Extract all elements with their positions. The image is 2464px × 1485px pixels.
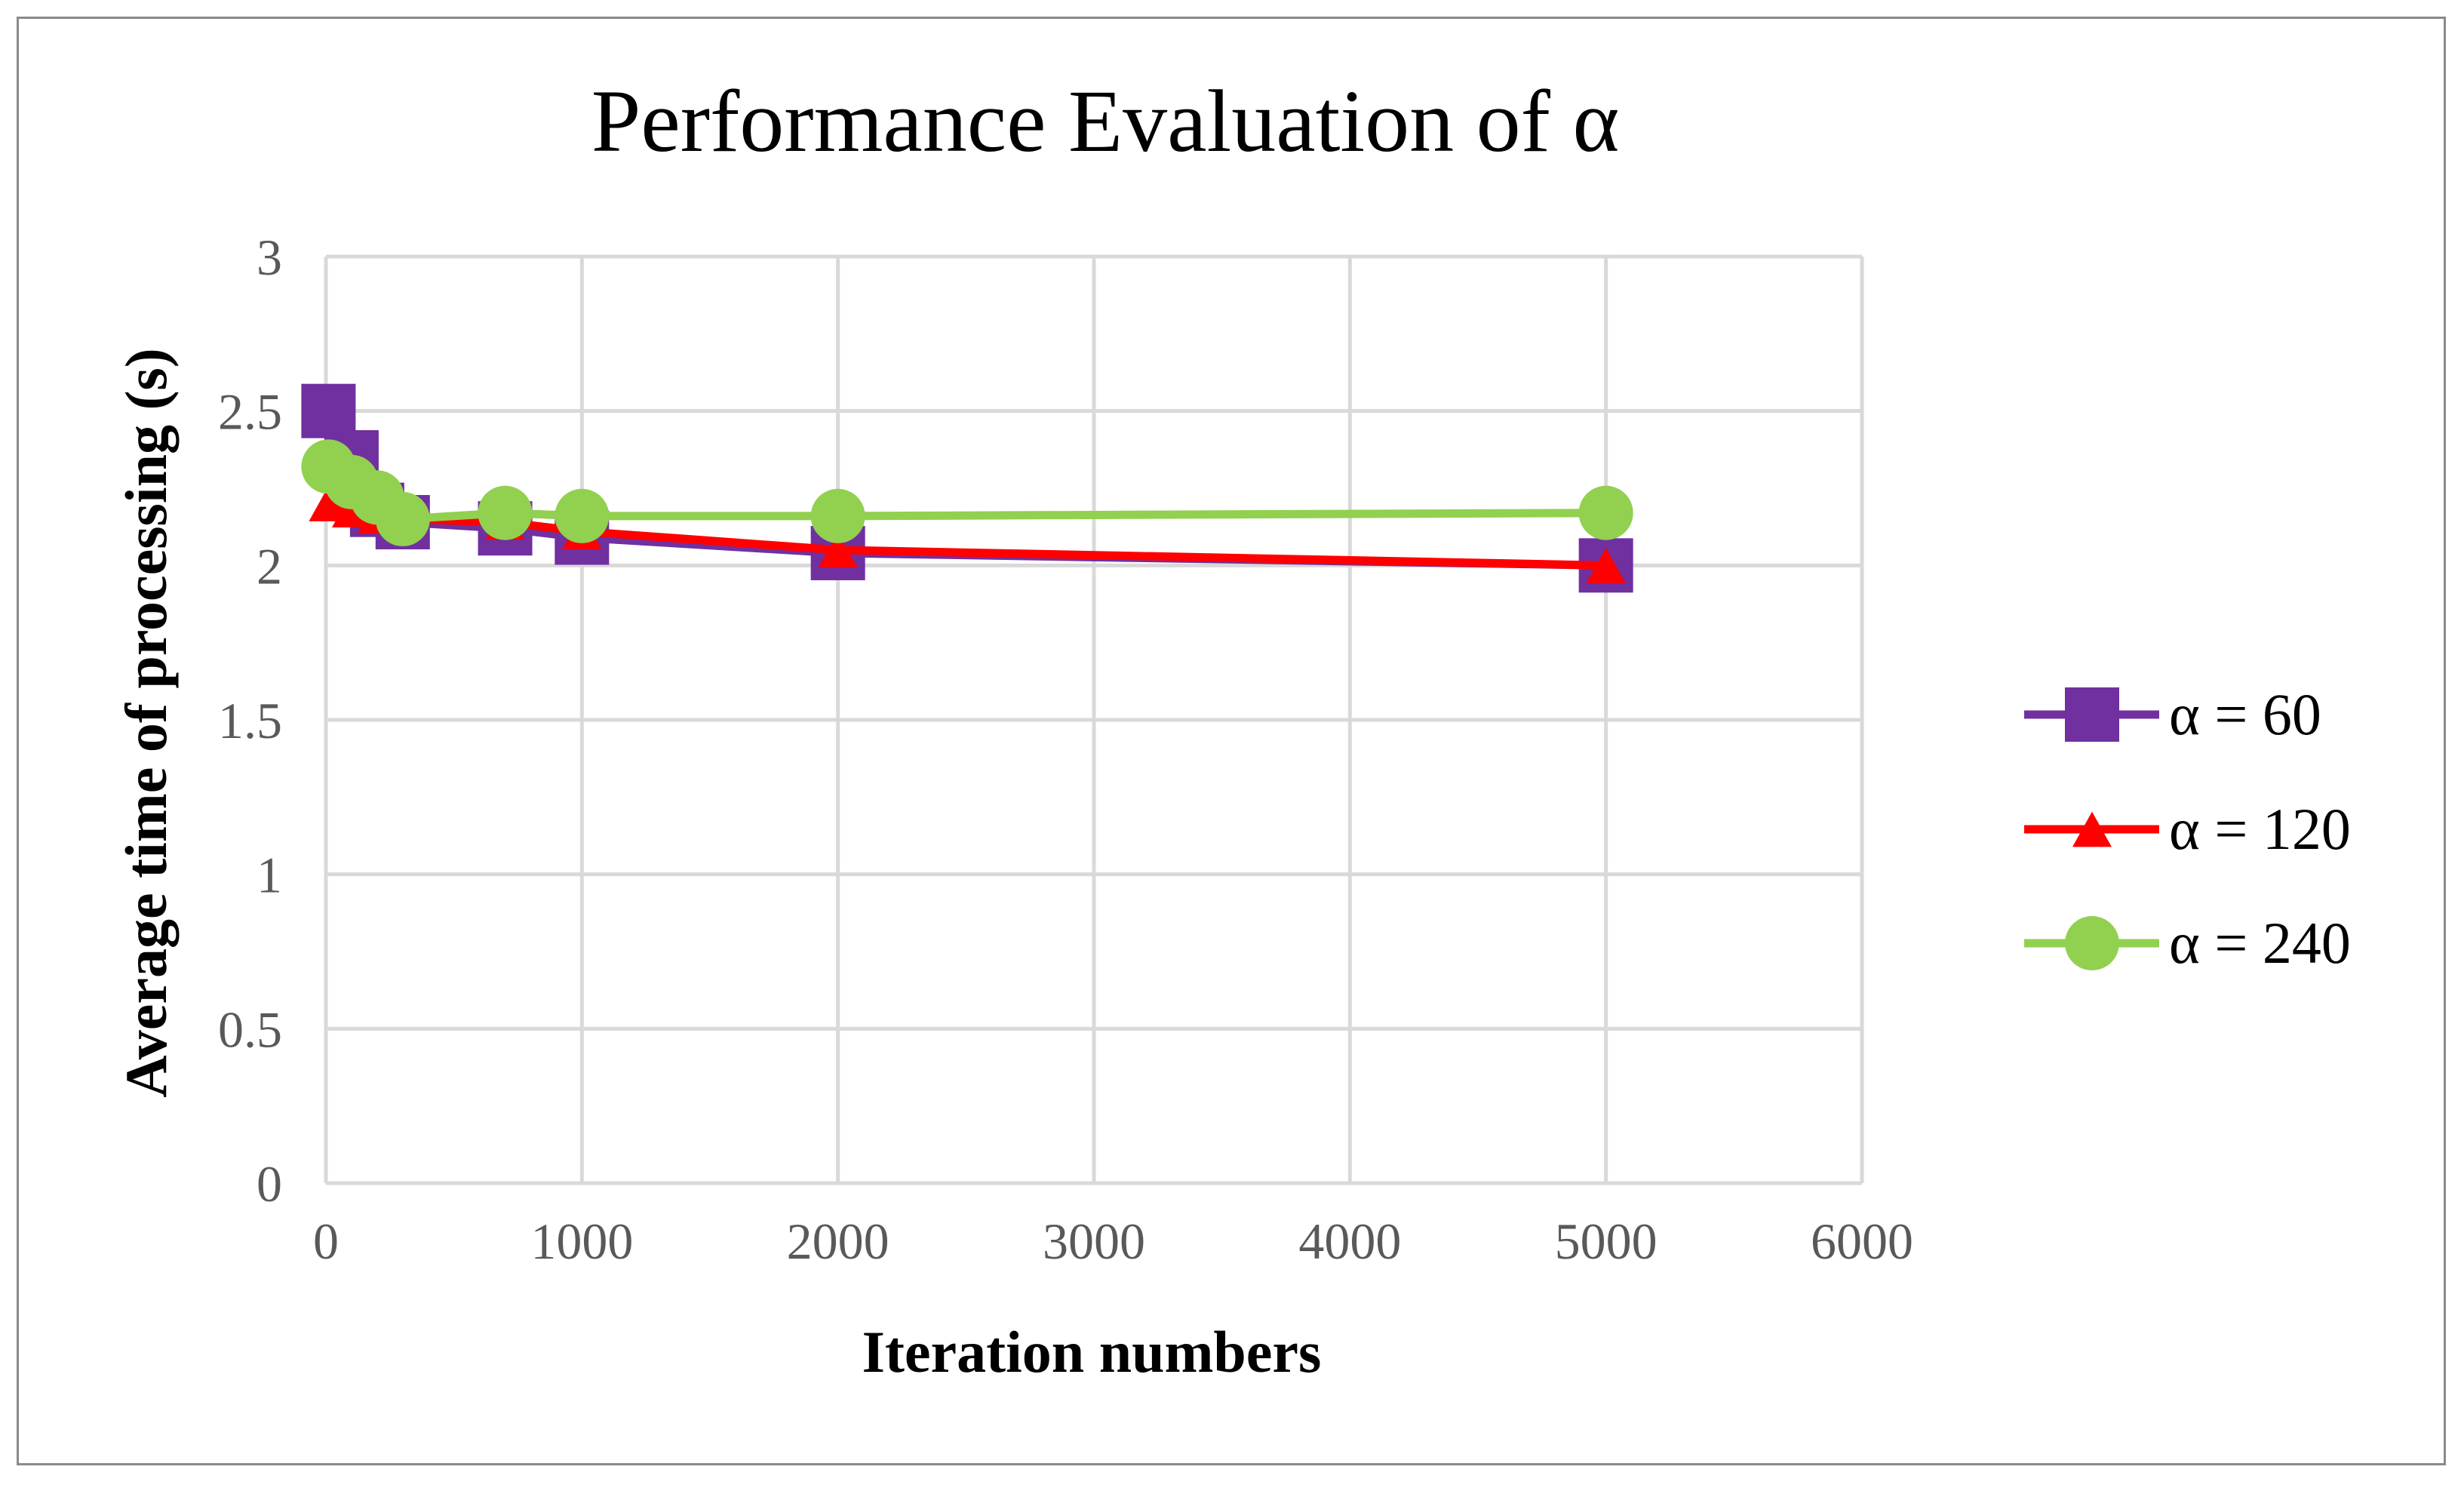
data-point bbox=[810, 488, 865, 543]
x-tick-label: 0 bbox=[313, 1213, 339, 1270]
y-tick-label: 3 bbox=[257, 229, 282, 286]
legend-marker bbox=[2072, 811, 2112, 847]
data-point bbox=[375, 491, 430, 546]
y-tick-label: 2 bbox=[257, 537, 282, 595]
grid bbox=[324, 254, 1864, 1185]
legend-label: α = 60 bbox=[2169, 681, 2321, 747]
data-point bbox=[818, 532, 858, 568]
x-tick-label: 3000 bbox=[1043, 1213, 1145, 1270]
x-tick-label: 2000 bbox=[787, 1213, 889, 1270]
y-tick-label: 0.5 bbox=[218, 1001, 282, 1058]
x-tick-label: 4000 bbox=[1298, 1213, 1401, 1270]
legend-item: α = 60 bbox=[2024, 681, 2321, 747]
legend-item: α = 240 bbox=[2024, 910, 2351, 976]
y-tick-label: 1.5 bbox=[218, 692, 282, 749]
y-tick-label: 0 bbox=[257, 1155, 282, 1213]
tick-labels: 0 0.5 1 1.5 2 2.5 3 0 1000 2000 3000 4000 5000 6000 bbox=[218, 229, 1913, 1270]
data-point bbox=[1586, 547, 1626, 583]
x-axis-title: Iteration numbers bbox=[862, 1319, 1322, 1385]
legend-label: α = 240 bbox=[2169, 910, 2351, 976]
data-point bbox=[309, 486, 349, 521]
data-point bbox=[1578, 485, 1633, 540]
y-tick-label: 1 bbox=[257, 847, 282, 904]
chart-title: Performance Evaluation of α bbox=[591, 72, 1620, 171]
x-tick-label: 6000 bbox=[1811, 1213, 1913, 1270]
legend-label: α = 120 bbox=[2169, 796, 2351, 862]
data-point bbox=[301, 383, 356, 438]
legend-item: α = 120 bbox=[2024, 796, 2351, 862]
series-3 bbox=[301, 439, 1633, 546]
legend-marker bbox=[2065, 687, 2119, 742]
legend: α = 60 α = 120 α = 240 bbox=[2024, 681, 2351, 976]
x-tick-label: 1000 bbox=[530, 1213, 633, 1270]
data-point bbox=[555, 488, 610, 543]
x-tick-label: 5000 bbox=[1555, 1213, 1658, 1270]
legend-marker bbox=[2065, 916, 2119, 970]
data-point bbox=[478, 485, 533, 540]
series bbox=[301, 383, 1633, 593]
y-axis-title: Average time of processing (s) bbox=[113, 348, 179, 1098]
y-tick-label: 2.5 bbox=[218, 383, 282, 441]
